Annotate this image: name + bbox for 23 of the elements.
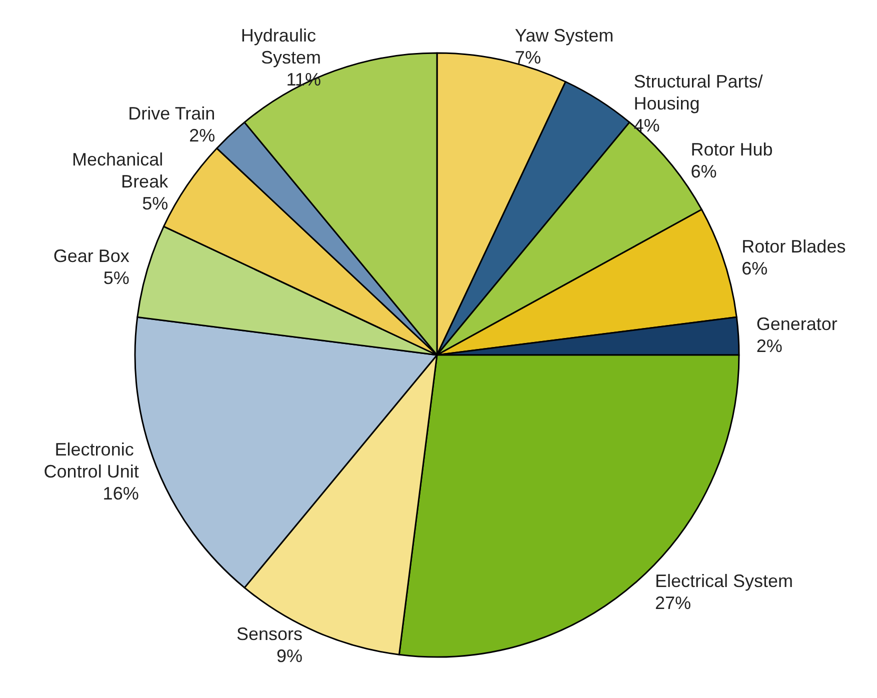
data-label: 2% <box>756 336 782 356</box>
slice-label: Structural Parts/Housing <box>634 72 763 114</box>
slice-label: Generator <box>756 314 838 334</box>
slice-label: Yaw System <box>514 26 614 46</box>
data-label: 5% <box>142 194 168 214</box>
data-label: 5% <box>103 268 130 288</box>
slice-label: Rotor Blades <box>742 236 846 256</box>
slice-label: Drive Train <box>128 104 216 124</box>
slice-label: Hydraulic System <box>240 26 321 68</box>
data-label: 4% <box>634 116 660 136</box>
data-label: 2% <box>189 126 216 146</box>
slice-label: Electronic Control Unit <box>44 439 139 482</box>
slice-label: Mechanical Break <box>72 150 170 192</box>
data-label: 6% <box>690 162 717 182</box>
data-label: 27% <box>654 593 692 614</box>
data-label: 9% <box>276 646 302 666</box>
slice-label: Sensors <box>236 624 302 644</box>
slice-label: Electrical System <box>654 571 794 592</box>
slice-label: Rotor Hub <box>690 140 773 160</box>
data-label: 16% <box>102 483 139 504</box>
slice-label: Gear Box <box>53 246 130 266</box>
data-label: 6% <box>742 258 768 278</box>
data-label: 7% <box>514 48 541 68</box>
